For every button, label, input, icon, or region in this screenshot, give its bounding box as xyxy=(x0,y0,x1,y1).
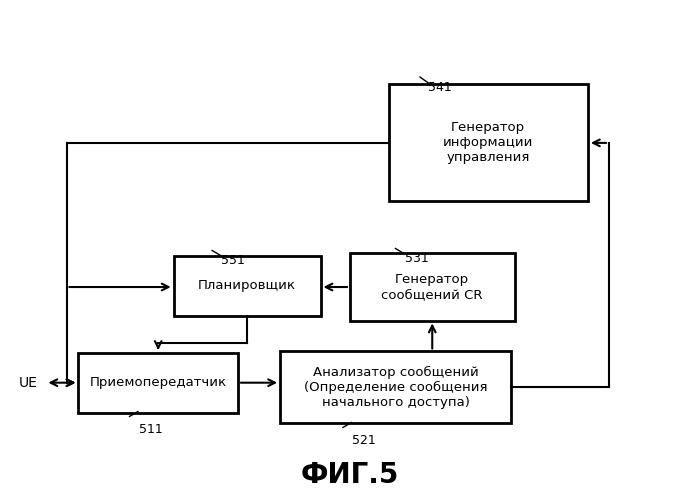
FancyBboxPatch shape xyxy=(350,253,514,321)
FancyBboxPatch shape xyxy=(389,84,588,201)
Text: Генератор
информации
управления: Генератор информации управления xyxy=(443,121,533,165)
Text: 551: 551 xyxy=(221,254,245,267)
Text: Планировщик: Планировщик xyxy=(198,279,296,292)
Text: Приемопередатчик: Приемопередатчик xyxy=(90,376,227,389)
Text: Анализатор сообщений
(Определение сообщения
начального доступа): Анализатор сообщений (Определение сообще… xyxy=(304,366,487,409)
Text: 511: 511 xyxy=(139,423,162,436)
Text: ФИГ.5: ФИГ.5 xyxy=(301,461,399,489)
Text: Генератор
сообщений CR: Генератор сообщений CR xyxy=(382,273,483,301)
Text: 521: 521 xyxy=(352,434,376,447)
FancyBboxPatch shape xyxy=(174,256,321,316)
FancyBboxPatch shape xyxy=(78,353,238,413)
Text: 541: 541 xyxy=(428,81,452,93)
Text: 531: 531 xyxy=(405,252,428,265)
FancyBboxPatch shape xyxy=(280,351,511,423)
Text: UE: UE xyxy=(19,376,37,390)
